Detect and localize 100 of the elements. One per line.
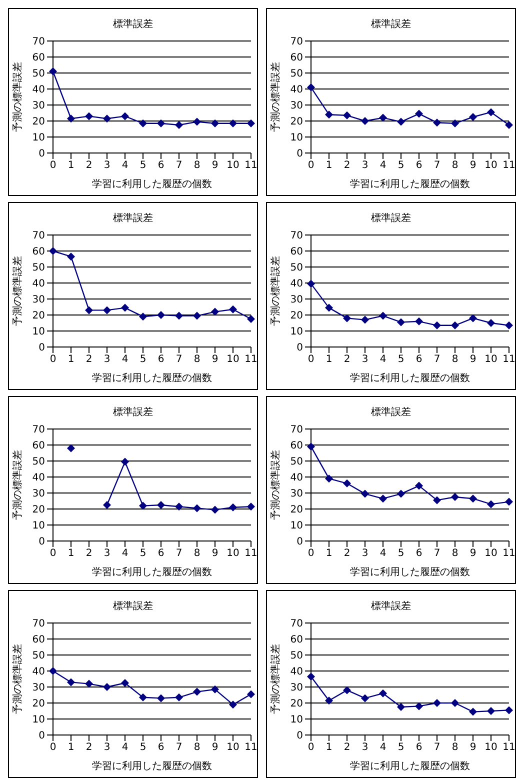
point [343,686,351,694]
x-tick-label: 3 [362,742,368,754]
y-tick-label: 50 [32,456,45,468]
point [433,496,441,504]
point [157,694,165,702]
point [307,672,315,681]
point [361,117,369,125]
x-tick-label: 0 [308,548,314,560]
x-tick-label: 7 [434,354,440,366]
x-tick-label: 3 [104,354,110,366]
x-tick-label: 8 [452,548,458,560]
point [343,314,351,322]
y-axis-title: 予測の標準誤差 [12,450,24,520]
x-tick-label: 0 [50,354,56,366]
x-tick-label: 4 [122,548,128,560]
point [139,502,147,510]
y-tick-label: 40 [290,84,303,96]
x-tick-label: 1 [68,354,74,366]
chart-title: 標準誤差 [370,406,412,419]
x-tick-label: 11 [244,160,258,172]
x-tick-label: 3 [362,160,368,172]
point [379,312,387,320]
point [325,474,333,483]
y-tick-label: 40 [290,278,303,290]
y-tick-label: 10 [290,714,303,726]
x-tick-label: 10 [226,548,240,560]
x-axis-title: 学習に利用した履歴の個数 [92,372,212,384]
point [103,306,111,314]
y-axis-title: 予測の標準誤差 [12,644,24,714]
y-tick-label: 0 [38,148,45,160]
y-tick-label: 70 [290,424,303,436]
x-tick-label: 4 [380,160,386,172]
y-axis-title: 予測の標準誤差 [270,256,282,326]
x-tick-label: 2 [86,160,92,172]
point [469,113,477,121]
y-tick-label: 0 [38,730,45,742]
x-tick-label: 5 [398,742,404,754]
point [379,114,387,122]
x-tick-label: 0 [50,160,56,172]
y-tick-label: 40 [290,666,303,678]
point [451,321,459,330]
point [433,699,441,707]
x-tick-label: 1 [326,354,332,366]
point [397,318,405,326]
x-tick-label: 2 [344,354,350,366]
y-tick-label: 20 [290,504,303,516]
y-tick-label: 30 [290,294,303,306]
point [505,321,513,330]
point [139,312,147,321]
point [193,688,201,696]
x-tick-label: 6 [158,742,164,754]
y-tick-label: 0 [38,342,45,354]
y-tick-label: 10 [290,132,303,144]
chart-title: 標準誤差 [370,600,412,613]
y-tick-label: 10 [32,132,45,144]
x-tick-label: 11 [244,354,258,366]
x-tick-label: 10 [226,354,240,366]
point [229,305,237,314]
y-tick-label: 30 [290,488,303,500]
x-tick-label: 3 [104,160,110,172]
y-tick-label: 50 [32,262,45,274]
x-axis-title: 学習に利用した履歴の個数 [350,760,470,772]
point [397,490,405,498]
y-tick-label: 40 [290,472,303,484]
y-tick-label: 70 [32,230,45,242]
point [505,121,513,129]
x-tick-label: 8 [194,548,200,560]
x-tick-label: 8 [194,160,200,172]
x-tick-label: 5 [398,160,404,172]
x-tick-label: 5 [140,548,146,560]
x-tick-label: 5 [398,548,404,560]
y-tick-label: 50 [32,650,45,662]
x-tick-label: 2 [86,548,92,560]
x-tick-label: 7 [434,160,440,172]
x-tick-label: 9 [470,548,476,560]
x-tick-label: 6 [158,160,164,172]
point [469,314,477,322]
y-tick-label: 10 [290,520,303,532]
x-tick-label: 9 [212,354,218,366]
x-tick-label: 11 [244,548,258,560]
x-tick-label: 1 [68,548,74,560]
x-tick-label: 11 [244,742,258,754]
y-tick-label: 60 [32,440,45,452]
y-tick-label: 70 [32,618,45,630]
x-tick-label: 10 [226,742,240,754]
point [67,678,75,686]
x-tick-label: 10 [484,160,498,172]
x-tick-label: 11 [502,160,516,172]
x-tick-label: 6 [416,548,422,560]
x-tick-label: 11 [502,742,516,754]
point [49,667,57,675]
y-axis-title: 予測の標準誤差 [270,644,282,714]
y-tick-label: 30 [32,488,45,500]
point [211,685,219,694]
y-tick-label: 70 [32,424,45,436]
point [157,119,165,128]
point [67,444,75,452]
point [49,67,57,76]
x-tick-label: 0 [50,548,56,560]
y-axis-title: 予測の標準誤差 [270,450,282,520]
